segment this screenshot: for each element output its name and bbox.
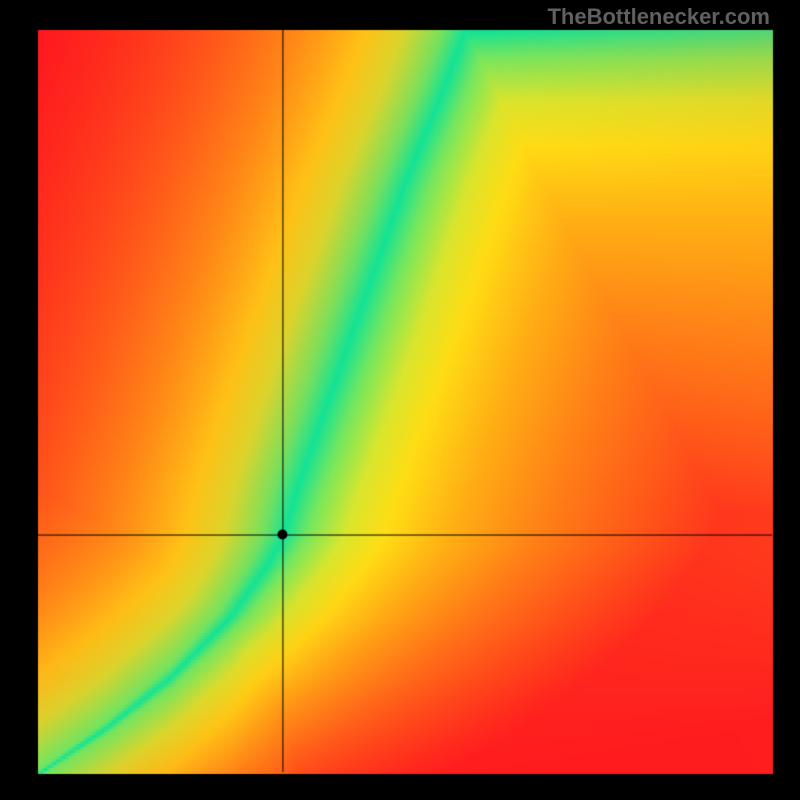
heatmap-canvas [0, 0, 800, 800]
watermark-text: TheBottlenecker.com [547, 4, 770, 30]
chart-container: TheBottlenecker.com [0, 0, 800, 800]
